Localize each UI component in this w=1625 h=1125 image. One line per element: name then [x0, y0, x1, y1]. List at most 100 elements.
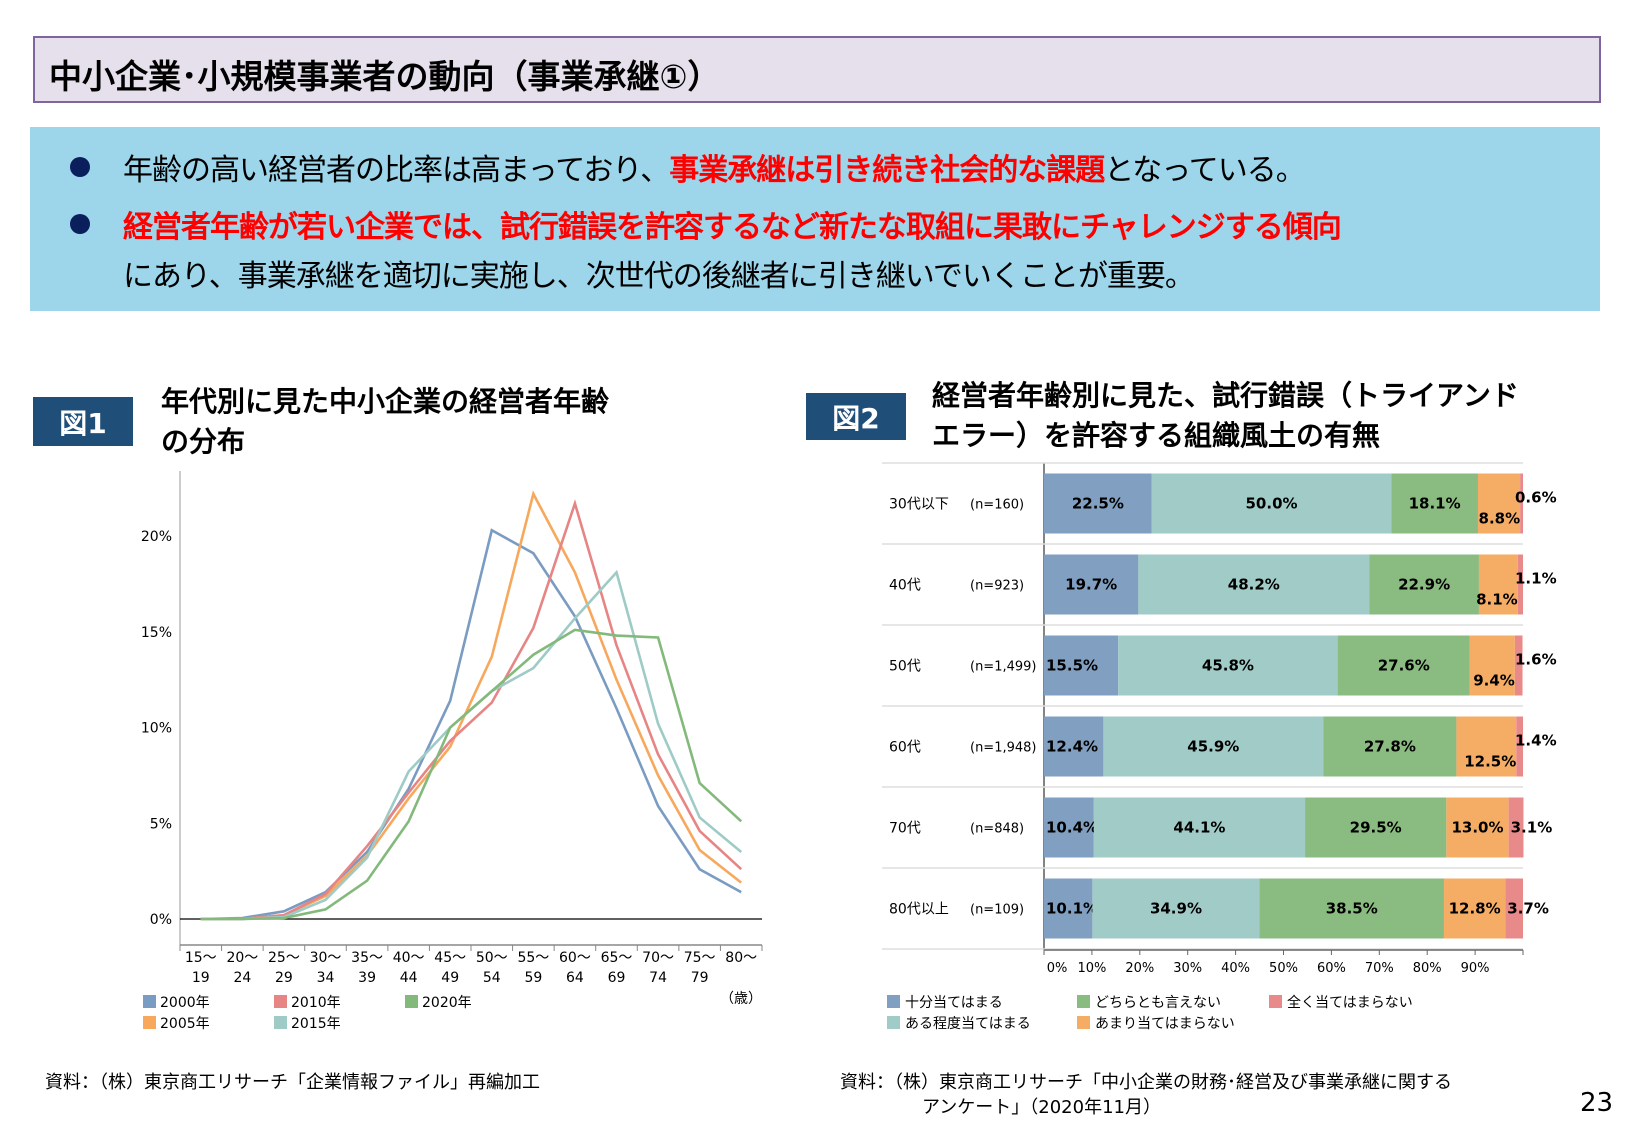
bar-segment [1305, 797, 1447, 858]
legend-swatch [1077, 1016, 1090, 1029]
summary-box: 年齢の高い経営者の比率は高まっており、事業承継は引き続き社会的な課題となっている… [30, 127, 1600, 311]
n-label: (n=160) [970, 498, 1024, 513]
text: 年齢の高い経営者の比率は高まっており、 [123, 153, 670, 188]
n-label: (n=1,948) [970, 741, 1037, 756]
bar-segment [1044, 716, 1104, 777]
legend-swatch [1269, 995, 1282, 1008]
x-tick-label: 64 [566, 970, 584, 986]
x-tick-label: 90% [1461, 961, 1490, 976]
data-label: 10.4% [1046, 819, 1098, 837]
y-tick-label: 20% [141, 529, 172, 545]
bar-segment [1044, 797, 1094, 858]
data-label: 45.8% [1202, 657, 1254, 675]
summary-line-3: にあり、事業承継を適切に実施し、次世代の後継者に引き継いでいくことが重要。 [123, 259, 1195, 294]
bar-segment [1520, 473, 1523, 534]
bar-segment [1044, 554, 1139, 615]
data-label: 29.5% [1350, 819, 1402, 837]
x-tick-label: 60% [1317, 961, 1346, 976]
x-tick-label: 40% [1221, 961, 1250, 976]
x-tick-label: 15～ [185, 950, 217, 966]
data-label: 15.5% [1046, 657, 1098, 675]
data-label: 22.5% [1072, 495, 1124, 513]
x-tick-label: 25～ [268, 950, 300, 966]
figure1-title: 年代別に見た中小企業の経営者年齢 の分布 [161, 382, 609, 462]
age-distribution-line-chart: 0% 5% 10% 15% 20% 15～ 19 20～ 24 25～ 29 30～ 34 35～ 39 40… [141, 471, 763, 1032]
data-label: 27.6% [1378, 657, 1430, 675]
bar-segment [1446, 797, 1509, 858]
legend-swatch [274, 995, 287, 1008]
n-label: (n=1,499) [970, 660, 1037, 675]
figure1-badge: 図1 [33, 397, 133, 446]
bar-segment [1138, 554, 1370, 615]
series-line-2010年 [200, 499, 743, 921]
x-tick-label: 74 [649, 970, 667, 986]
title-line: 年代別に見た中小企業の経営者年齢 [161, 385, 610, 418]
data-label: 48.2% [1228, 576, 1280, 594]
category-label: 30代以下 [889, 497, 949, 513]
title-line: の分布 [161, 425, 246, 458]
bar-segment [1505, 878, 1523, 939]
x-tick-label: 70～ [642, 950, 674, 966]
data-label: 22.9% [1398, 576, 1450, 594]
text: となっている。 [1104, 153, 1306, 188]
figure2-title: 経営者年齢別に見た、試行錯誤（トライアンド エラー）を許容する組織風土の有無 [932, 376, 1519, 456]
data-label: 0.6% [1515, 489, 1557, 507]
x-tick-label: 40～ [393, 950, 425, 966]
data-label: 44.1% [1173, 819, 1225, 837]
category-label: 70代 [889, 821, 921, 837]
x-tick-label: 29 [275, 970, 293, 986]
page-number: 23 [1580, 1088, 1614, 1118]
x-tick-label: 24 [233, 970, 251, 986]
data-label: 50.0% [1246, 495, 1298, 513]
x-tick-label: 30～ [310, 950, 342, 966]
bar-segment [1118, 635, 1338, 696]
legend-label: 全く当てはまらない [1287, 994, 1413, 1011]
data-label: 1.4% [1515, 732, 1557, 750]
data-label: 1.6% [1515, 651, 1557, 669]
x-tick-label: 10% [1077, 961, 1106, 976]
data-label: 34.9% [1150, 900, 1202, 918]
data-label: 38.5% [1326, 900, 1378, 918]
bar-segment [1093, 797, 1306, 858]
bullet-icon [70, 214, 90, 234]
trial-error-stacked-bar-chart: 0% 10% 20% 30% 40% 50% 60% 70% 80% 90% 30代以下 (n=160… [882, 462, 1557, 1032]
bar-segment [1469, 635, 1515, 696]
bar-segment [1337, 635, 1470, 696]
data-label: 1.1% [1515, 570, 1557, 588]
figure1-source: 資料：（株）東京商工リサーチ「企業情報ファイル」再編加工 [45, 1072, 540, 1093]
n-label: (n=923) [970, 579, 1024, 594]
data-label: 18.1% [1409, 495, 1461, 513]
data-label: 8.1% [1476, 591, 1518, 609]
legend-swatch [274, 1016, 287, 1029]
data-label: 10.1% [1046, 900, 1098, 918]
bar-segment [1103, 716, 1324, 777]
bar-segment [1456, 716, 1517, 777]
x-unit-label: （歳） [720, 991, 762, 1007]
emphasis-text: 事業承継は引き続き社会的な課題 [669, 153, 1105, 188]
bar-segment [1517, 554, 1523, 615]
category-label: 60代 [889, 740, 921, 756]
data-label: 27.8% [1364, 738, 1416, 756]
y-tick-label: 0% [150, 912, 172, 928]
x-tick-label: 45～ [434, 950, 466, 966]
data-label: 45.9% [1187, 738, 1239, 756]
bar-segment [1092, 878, 1260, 939]
figure2-source-line2: アンケート」（2020年11月） [922, 1097, 1161, 1118]
legend-swatch [1077, 995, 1090, 1008]
x-tick-label: 80～ [725, 950, 757, 966]
bar-segment [1369, 554, 1479, 615]
bar-segment [1259, 878, 1444, 939]
data-label: 12.5% [1464, 753, 1516, 771]
data-label: 9.4% [1473, 672, 1515, 690]
figure2-badge: 図2 [806, 393, 906, 440]
y-tick-label: 15% [141, 625, 172, 641]
data-label: 3.1% [1511, 819, 1553, 837]
summary-line-2: 経営者年齢が若い企業では、試行錯誤を許容するなど新たな取組に果敢にチャレンジする… [123, 210, 1342, 245]
y-tick-label: 5% [150, 816, 172, 832]
x-tick-label: 30% [1173, 961, 1202, 976]
x-tick-label: 39 [358, 970, 376, 986]
x-tick-label: 54 [483, 970, 501, 986]
legend-swatch [887, 995, 900, 1008]
x-tick-label: 80% [1413, 961, 1442, 976]
bar-segment [1478, 554, 1518, 615]
